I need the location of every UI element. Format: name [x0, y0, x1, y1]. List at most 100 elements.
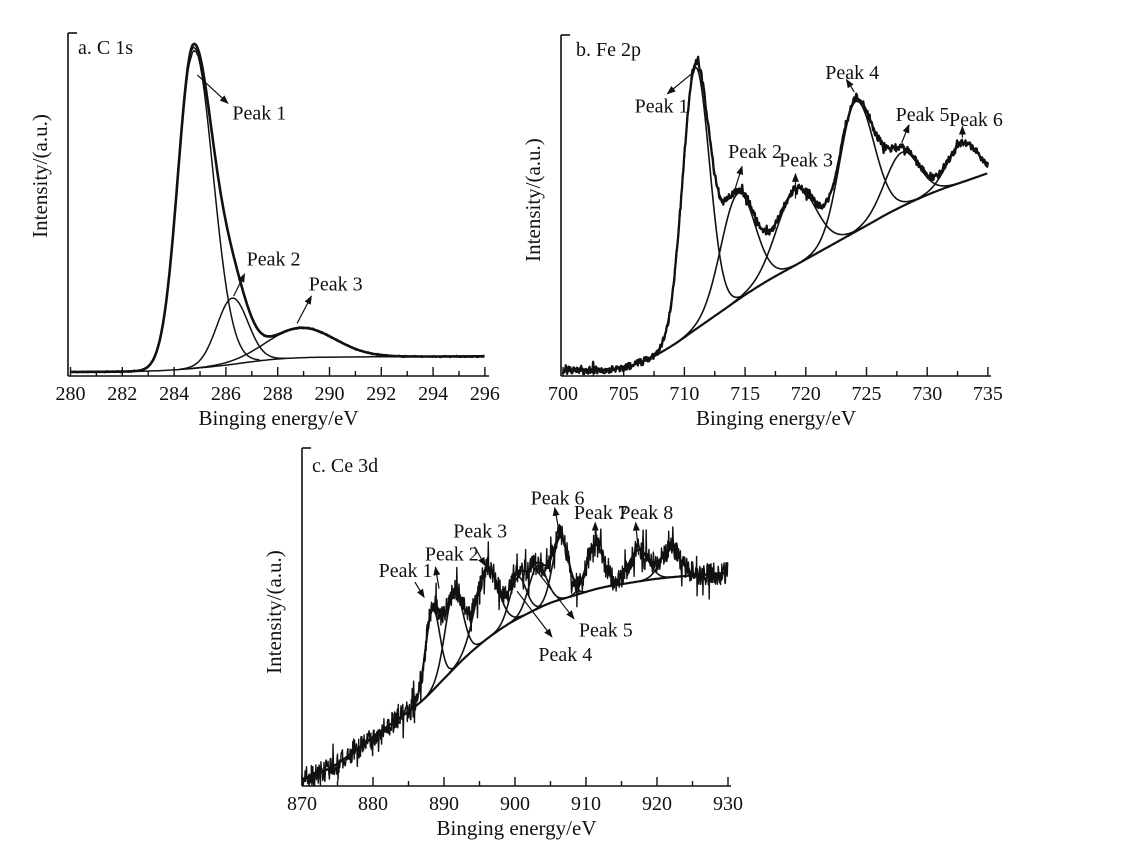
annotation-arrow	[733, 165, 744, 192]
panel-b-peak-annotation-1: Peak 1	[635, 73, 692, 118]
panel-a-x-tick-label: 286	[211, 383, 241, 405]
annotation-arrow	[901, 123, 910, 144]
panel-c-x-tick-label: 870	[287, 793, 317, 815]
panel-b-peak-annotation-3: Peak 3	[779, 150, 833, 199]
panel-c-measured-trace	[301, 524, 729, 786]
annotation-text: Peak 2	[247, 249, 301, 271]
panel-b-x-tick-label: 700	[548, 383, 578, 405]
panel-c-x-tick-label: 880	[358, 793, 388, 815]
panel-b-axes: 700 705 710 715 720 725 730 735 Binging energy/e…	[521, 34, 1003, 430]
annotation-arrow	[474, 546, 486, 567]
panel-c-y-axis-title: Intensity/(a.u.)	[262, 550, 286, 674]
panel-c-x-axis-title: Binging energy/eV	[436, 816, 596, 840]
panel-b-x-tick-label: 735	[973, 383, 1003, 405]
panel-b-x-tick-label: 720	[791, 383, 821, 405]
panel-b-x-tick-label: 715	[730, 383, 760, 405]
panel-a-x-tick-label: 280	[56, 383, 86, 405]
panel-c-peak-annotation-1: Peak 1	[379, 560, 433, 599]
annotation-arrow	[666, 73, 692, 95]
panel-b: 700 705 710 715 720 725 730 735 Binging energy/e…	[521, 34, 1003, 430]
annotation-arrow	[433, 566, 441, 589]
panel-c-peak-annotation-2: Peak 2	[425, 543, 479, 589]
annotation-text: Peak 5	[896, 104, 950, 126]
panel-c-x-tick-label: 930	[713, 793, 743, 815]
panel-c-x-tick-label: 900	[500, 793, 530, 815]
annotation-text: Peak 3	[309, 274, 363, 296]
panel-a-peak-annotation-1: Peak 1	[197, 74, 286, 125]
panel-b-x-tick-label: 725	[852, 383, 882, 405]
panel-a-label: a. C 1s	[78, 37, 133, 59]
annotation-text: Peak 4	[538, 644, 592, 666]
panel-c-x-tick-label: 920	[642, 793, 672, 815]
panel-b-x-tick-label: 705	[609, 383, 639, 405]
annotation-arrow	[296, 295, 312, 324]
annotation-text: Peak 3	[779, 150, 833, 172]
annotation-text: Peak 6	[531, 487, 585, 509]
panel-a-measured-trace	[70, 49, 485, 374]
panel-a-component-curve-1	[140, 45, 260, 372]
annotation-text: Peak 2	[425, 543, 479, 565]
panel-a-x-tick-label: 296	[470, 383, 500, 405]
panel-a-peak-annotation-2: Peak 2	[233, 249, 301, 297]
panel-b-x-axis-title: Binging energy/eV	[696, 406, 856, 430]
annotation-arrow	[552, 506, 561, 536]
panel-a-x-tick-label: 292	[366, 383, 396, 405]
annotation-arrow	[233, 273, 246, 297]
panel-b-x-tick-label: 710	[669, 383, 699, 405]
annotation-text: Peak 5	[579, 619, 633, 641]
panel-a-component-curve-3	[186, 327, 416, 370]
panel-a-x-tick-label: 284	[159, 383, 189, 405]
panel-b-component-curve-4	[801, 100, 917, 262]
panel-c-peak-annotation-8: Peak 8	[619, 502, 673, 556]
annotation-arrow	[197, 74, 229, 104]
annotation-arrow	[537, 571, 575, 620]
panel-c-peak-annotation-6: Peak 6	[531, 487, 585, 536]
panel-c-peak-annotation-3: Peak 3	[453, 520, 507, 567]
panel-a-axes: 280 282 284 286 288 290 292 294 296 Binging energ…	[28, 32, 500, 430]
panel-a: 280 282 284 286 288 290 292 294 296 Binging energ…	[28, 32, 500, 430]
panel-a-component-curve-2	[179, 297, 286, 371]
panel-b-component-curve-2	[679, 192, 796, 341]
panel-a-peak-annotation-3: Peak 3	[296, 274, 363, 324]
panel-c-peak-annotation-7: Peak 7	[574, 502, 628, 546]
panel-a-x-tick-label: 290	[315, 383, 345, 405]
annotation-text: Peak 1	[635, 96, 689, 118]
annotation-arrow	[845, 78, 855, 93]
annotation-text: Peak 8	[619, 502, 673, 524]
panel-a-x-axis-title: Binging energy/eV	[198, 406, 358, 430]
panel-c-label: c. Ce 3d	[312, 455, 378, 477]
annotation-arrow	[632, 521, 640, 556]
panel-b-measured-trace	[561, 55, 990, 376]
panel-b-x-tick-label: 730	[912, 383, 942, 405]
annotation-text: Peak 7	[574, 502, 628, 524]
panel-c-axes: 870 880 890 900 910 920 930 Binging energy/eV In…	[262, 447, 743, 840]
annotation-text: Peak 1	[379, 560, 433, 582]
panel-c-x-tick-label: 890	[429, 793, 459, 815]
panel-c-x-tick-label: 910	[571, 793, 601, 815]
panel-b-component-curve-5	[843, 150, 959, 239]
panel-b-peak-annotation-2: Peak 2	[728, 141, 782, 192]
annotation-arrow	[414, 581, 425, 599]
panel-b-y-axis-title: Intensity/(a.u.)	[521, 138, 545, 262]
panel-a-x-tick-label: 282	[107, 383, 137, 405]
panel-b-peak-annotation-6: Peak 6	[949, 109, 1003, 138]
panel-b-peak-annotation-4: Peak 4	[825, 62, 879, 93]
panel-b-peak-annotation-5: Peak 5	[896, 104, 950, 144]
annotation-text: Peak 4	[825, 62, 879, 84]
panel-c-peak-annotation-4: Peak 4	[516, 590, 592, 666]
panel-c: 870 880 890 900 910 920 930 Binging energy/eV In…	[262, 447, 743, 840]
panel-b-label: b. Fe 2p	[576, 39, 641, 61]
panel-a-envelope-curve	[70, 42, 485, 374]
annotation-text: Peak 1	[232, 103, 286, 125]
annotation-arrow	[516, 590, 553, 638]
annotation-text: Peak 6	[949, 109, 1003, 131]
annotation-text: Peak 2	[728, 141, 782, 163]
panel-a-x-tick-label: 288	[263, 383, 293, 405]
annotation-text: Peak 3	[453, 520, 507, 542]
panel-c-peak-annotation-5: Peak 5	[537, 571, 633, 641]
panel-b-background-curve	[563, 172, 988, 372]
panel-a-y-axis-title: Intensity/(a.u.)	[28, 114, 52, 238]
panel-a-x-tick-label: 294	[418, 383, 448, 405]
